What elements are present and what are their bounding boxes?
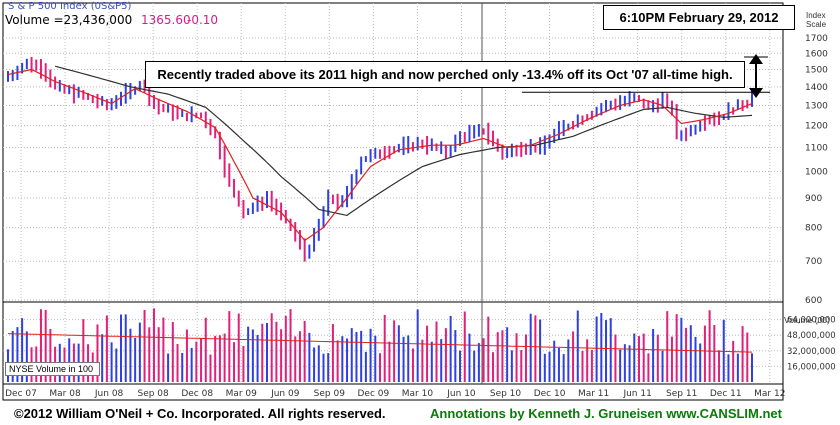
chart-title: S & P 500 Index (0S&P5)	[8, 1, 131, 12]
moving-average-long	[54, 65, 753, 217]
volume-readout: Volume =23,436,000	[5, 13, 133, 27]
date-tick-label: Dec 11	[710, 389, 742, 399]
date-tick-label: Dec 09	[358, 389, 390, 399]
volume-tick-label: 64,000,000	[787, 316, 836, 326]
price-tick-label: 1700	[805, 34, 828, 44]
change-readout: -0.10	[187, 13, 219, 27]
volume-tick-label: 32,000,000	[787, 347, 836, 357]
volume-scale-label: Volume (00)	[784, 315, 830, 325]
price-tick-label: 1500	[805, 65, 828, 75]
price-tick-label: 1200	[805, 122, 828, 132]
date-tick-label: Mar 10	[402, 389, 434, 399]
volume-moving-average	[7, 333, 753, 353]
price-tick-label: 1000	[805, 167, 828, 177]
arrow-head-down	[749, 88, 763, 98]
price-tick-label: 800	[805, 224, 822, 234]
price-tick-label: 1100	[805, 144, 828, 154]
price-tick-label: 1300	[805, 101, 828, 111]
nyse-volume-label: NYSE Volume in 100	[5, 362, 100, 376]
plot-frame	[2, 2, 784, 401]
copyright-text: ©2012 William O'Neil + Co. Incorporated.…	[14, 406, 386, 421]
moving-average-short	[7, 68, 753, 242]
price-tick-label: 600	[805, 296, 822, 306]
arrow-head-up	[749, 54, 763, 64]
price-tick-label: 700	[805, 257, 822, 267]
date-tick-label: Sep 11	[666, 389, 697, 399]
date-tick-label: Dec 08	[181, 389, 213, 399]
date-tick-label: Mar 09	[226, 389, 258, 399]
index-symbol: (0S&P5)	[90, 1, 132, 12]
date-tick-label: Sep 09	[314, 389, 346, 399]
date-tick-label: Jun 09	[270, 389, 300, 399]
date-tick-label: Sep 08	[137, 389, 169, 399]
date-tick-label: Mar 08	[49, 389, 81, 399]
date-tick-label: Dec 10	[534, 389, 566, 399]
volume-tick-label: 48,000,000	[787, 331, 836, 341]
date-tick-label: Dec 07	[5, 389, 37, 399]
date-tick-label: Jun 08	[94, 389, 124, 399]
index-scale-label: Index Scale	[806, 11, 827, 29]
price-tick-label: 900	[805, 194, 822, 204]
price-tick-label: 1600	[805, 49, 828, 59]
index-name: S & P 500 Index	[8, 1, 88, 12]
date-label: 6:10PM February 29, 2012	[603, 5, 795, 30]
date-tick-label: Mar 11	[578, 389, 609, 399]
date-tick-label: Jun 10	[446, 389, 476, 399]
date-tick-label: Jun 11	[622, 389, 651, 399]
date-tick-label: Mar 12	[754, 389, 785, 399]
volume-tick-label: 16,000,000	[787, 362, 836, 372]
price-tick-label: 1400	[805, 83, 828, 93]
annotation-credits: Annotations by Kenneth J. Gruneisen www.…	[430, 406, 782, 421]
annotation-box: Recently traded above its 2011 high and …	[145, 61, 745, 88]
price-readout: 1365.60	[141, 13, 191, 27]
date-tick-label: Sep 10	[490, 389, 522, 399]
